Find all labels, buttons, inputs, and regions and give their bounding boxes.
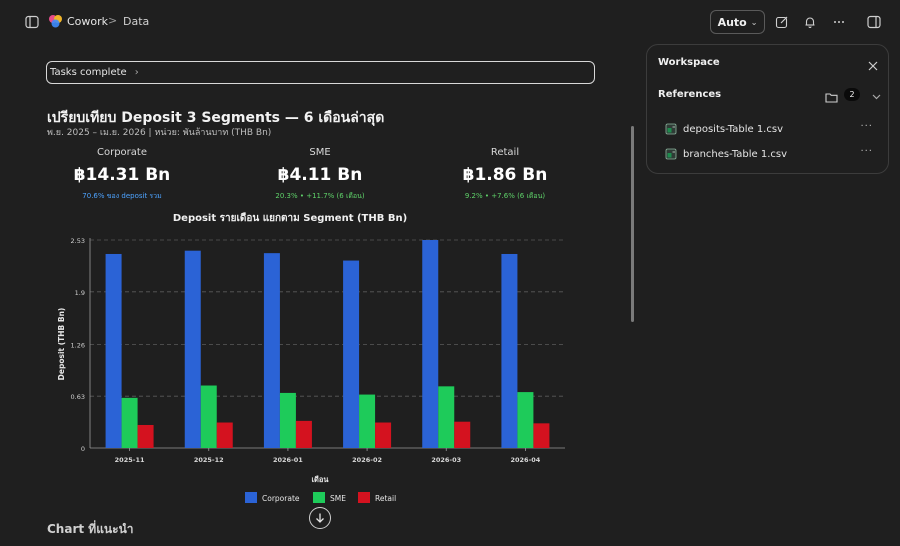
tasks-complete-label: Tasks complete	[50, 67, 127, 78]
bar-sme	[517, 392, 534, 448]
y-tick-label: 1.26	[71, 341, 85, 349]
workspace-title: Workspace	[658, 57, 720, 68]
panel-toggle-icon[interactable]	[862, 10, 886, 34]
bar-retail	[295, 420, 312, 448]
more-icon[interactable]: ···	[860, 146, 873, 157]
scroll-down-button[interactable]	[309, 507, 331, 529]
chevron-down-icon[interactable]	[864, 85, 888, 109]
kpi-label: Corporate	[97, 147, 147, 158]
y-tick-label: 0.63	[71, 393, 85, 401]
x-tick-label: 2025-12	[194, 456, 224, 464]
more-icon[interactable]	[827, 10, 851, 34]
bar-sme	[359, 394, 376, 448]
kpi-value: ฿1.86 Bn	[462, 165, 548, 185]
app-name[interactable]: Cowork	[67, 15, 109, 28]
kpi-sme: SME ฿4.11 Bn 20.3% • +11.7% (6 เดือน)	[230, 147, 410, 202]
bar-corporate	[184, 250, 201, 448]
bar-corporate	[343, 260, 360, 448]
reference-file-item[interactable]: deposits-Table 1.csv ···	[665, 121, 879, 137]
kpi-note: 9.2% • +7.6% (6 เดือน)	[464, 192, 546, 200]
bar-corporate	[501, 253, 518, 448]
y-tick-label: 1.9	[75, 289, 85, 297]
chevron-right-icon: ›	[134, 67, 139, 78]
workspace-panel: Workspace References 2 deposits-Table 1.…	[646, 44, 889, 174]
x-tick-label: 2026-02	[352, 456, 382, 464]
breadcrumb-current[interactable]: Data	[123, 15, 150, 28]
legend-swatch-sme	[313, 492, 325, 503]
bell-icon[interactable]	[798, 10, 822, 34]
chart-title: Deposit รายเดือน แยกตาม Segment (THB Bn)	[173, 212, 407, 224]
close-icon[interactable]	[861, 54, 885, 78]
page-title: เปรียบเทียบ Deposit 3 Segments — 6 เดือน…	[47, 110, 385, 126]
reference-file-item[interactable]: branches-Table 1.csv ···	[665, 146, 879, 162]
kpi-corporate: Corporate ฿14.31 Bn 70.6% ของ deposit รว…	[32, 147, 212, 202]
kpi-value: ฿4.11 Bn	[277, 165, 363, 185]
legend-swatch-retail	[358, 492, 370, 503]
kpi-note: 20.3% • +11.7% (6 เดือน)	[275, 192, 365, 200]
bar-retail	[375, 422, 392, 448]
section-heading-chart-suggest: Chart ที่แนะนำ	[47, 522, 134, 536]
deposit-chart: Deposit รายเดือน แยกตาม Segment (THB Bn)…	[40, 205, 600, 525]
bar-sme	[438, 386, 455, 448]
y-axis-label: Deposit (THB Bn)	[57, 308, 66, 381]
kpi-value: ฿14.31 Bn	[73, 165, 171, 185]
bar-corporate	[422, 240, 439, 448]
x-tick-label: 2026-04	[510, 456, 540, 464]
bar-retail	[533, 423, 550, 448]
page-subtitle: พ.ย. 2025 – เม.ย. 2026 | หน่วย: พันล้านบ…	[47, 128, 272, 138]
more-icon[interactable]: ···	[860, 121, 873, 132]
kpi-note: 70.6% ของ deposit รวม	[82, 192, 162, 200]
bar-sme	[200, 385, 217, 448]
scrollbar-thumb[interactable]	[631, 126, 634, 322]
bar-sme	[121, 397, 138, 448]
legend-swatch-corporate	[245, 492, 257, 503]
tasks-complete-toggle[interactable]: Tasks complete ›	[46, 61, 595, 84]
compose-icon[interactable]	[770, 10, 794, 34]
arrow-down-icon	[316, 513, 324, 523]
bar-retail	[216, 422, 233, 448]
bar-sme	[279, 392, 296, 448]
bar-retail	[137, 424, 154, 448]
sidebar-toggle-icon[interactable]	[20, 10, 44, 34]
legend-label-corporate: Corporate	[262, 494, 300, 503]
chevron-down-icon: ⌄	[750, 17, 758, 27]
reference-file-name: deposits-Table 1.csv	[683, 123, 783, 135]
mode-label: Auto	[717, 15, 747, 29]
references-title[interactable]: References	[658, 89, 722, 100]
reference-file-name: branches-Table 1.csv	[683, 148, 788, 160]
kpi-retail: Retail ฿1.86 Bn 9.2% • +7.6% (6 เดือน)	[415, 147, 595, 202]
app-logo-icon	[48, 14, 63, 29]
top-bar: Cowork > Data Auto ⌄	[0, 0, 900, 44]
legend-label-sme: SME	[330, 494, 346, 503]
mode-dropdown[interactable]: Auto ⌄	[710, 10, 765, 34]
folder-icon[interactable]	[819, 85, 843, 109]
breadcrumb-chevron-icon: >	[108, 14, 118, 27]
y-tick-label: 0	[81, 445, 85, 453]
x-tick-label: 2026-01	[273, 456, 303, 464]
legend-label-retail: Retail	[375, 494, 396, 503]
y-tick-label: 2.53	[71, 237, 85, 245]
spreadsheet-file-icon	[665, 148, 677, 160]
references-count-badge: 2	[844, 88, 860, 101]
spreadsheet-file-icon	[665, 123, 677, 135]
kpi-label: Retail	[490, 147, 520, 158]
bar-corporate	[105, 253, 122, 448]
x-axis-label: เดือน	[311, 475, 329, 484]
x-tick-label: 2026-03	[431, 456, 461, 464]
bar-retail	[454, 421, 471, 448]
chart-svg: Deposit รายเดือน แยกตาม Segment (THB Bn)…	[57, 212, 565, 503]
bar-corporate	[263, 253, 280, 448]
kpi-label: SME	[309, 147, 331, 158]
x-tick-label: 2025-11	[115, 456, 145, 464]
